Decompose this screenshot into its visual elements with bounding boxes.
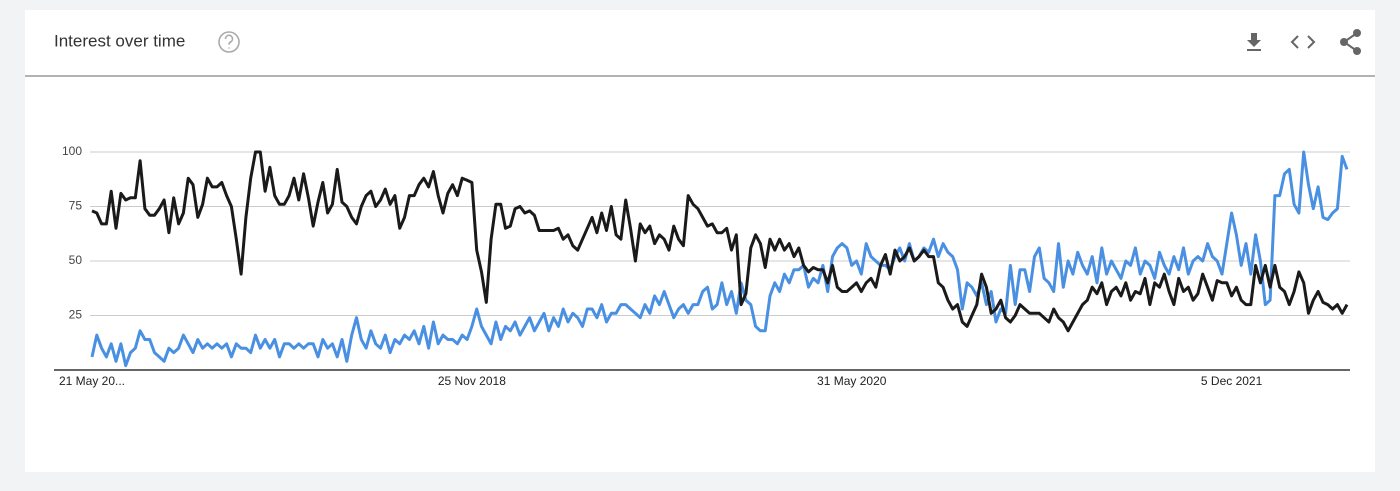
x-tick-label: 5 Dec 2021 xyxy=(1201,374,1263,388)
x-tick-label: 21 May 20... xyxy=(59,374,125,388)
series-line xyxy=(91,150,1349,333)
card-title: Interest over time xyxy=(54,31,185,50)
x-tick-label: 31 May 2020 xyxy=(817,374,887,388)
y-tick-label: 100 xyxy=(62,144,82,158)
y-tick-label: 25 xyxy=(69,308,83,322)
y-tick-label: 50 xyxy=(69,253,83,267)
y-tick-label: 75 xyxy=(69,199,83,213)
x-tick-label: 25 Nov 2018 xyxy=(438,374,506,388)
download-icon[interactable] xyxy=(1247,33,1261,51)
card xyxy=(25,10,1375,472)
series-line xyxy=(90,150,1349,368)
embed-icon[interactable] xyxy=(1290,35,1316,49)
share-icon[interactable] xyxy=(1340,29,1361,55)
help-icon[interactable] xyxy=(218,31,240,53)
